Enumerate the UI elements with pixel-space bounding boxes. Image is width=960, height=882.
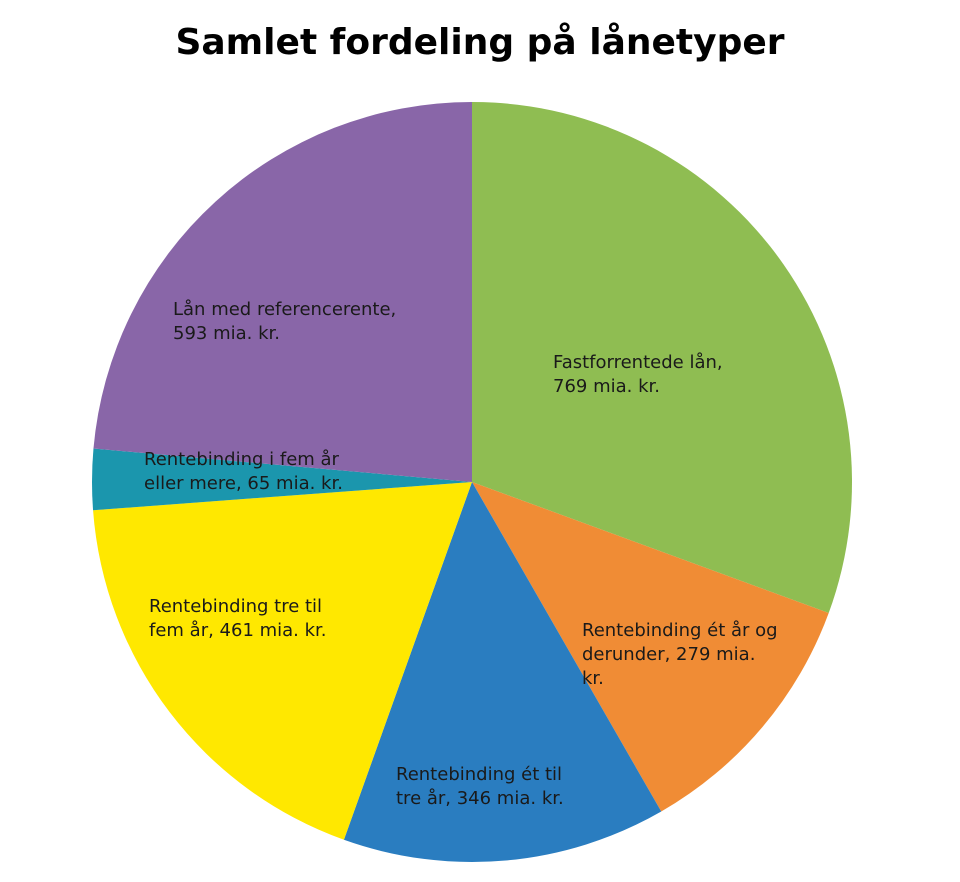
chart-title: Samlet fordeling på lånetyper	[175, 22, 785, 63]
slice-label-line: Lån med referencerente,	[173, 299, 396, 320]
slice-label-2: Rentebinding ét år og derunder, 279 mia. k…	[582, 620, 778, 689]
slice-label-line: 769 mia. kr.	[553, 376, 660, 397]
slice-label-line: Rentebinding ét til	[396, 764, 562, 785]
pie-slice-4	[93, 482, 473, 840]
pie-labels: Fastforrentede lån, 769 mia. kr. Rentebind…	[144, 299, 778, 809]
slice-label-6: Lån med referencerente, 593 mia. kr.	[173, 299, 396, 344]
slice-label-line: Fastforrentede lån,	[553, 352, 723, 373]
pie-slice-1	[472, 102, 852, 613]
slice-label-line: Rentebinding i fem år	[144, 449, 340, 470]
slice-label-3: Rentebinding ét til tre år, 346 mia. kr.	[396, 764, 564, 809]
slice-label-5: Rentebinding i fem år eller mere, 65 mia.…	[144, 449, 343, 494]
slice-label-line: Rentebinding tre til	[149, 596, 322, 617]
pie-slice-3	[343, 482, 662, 862]
pie-slice-5	[91, 448, 472, 511]
slice-label-line: eller mere, 65 mia. kr.	[144, 473, 343, 494]
slice-label-line: tre år, 346 mia. kr.	[396, 788, 564, 809]
pie-slices	[91, 101, 852, 862]
slice-label-line: derunder, 279 mia.	[582, 644, 755, 665]
slice-label-line: 593 mia. kr.	[173, 323, 280, 344]
slice-label-4: Rentebinding tre til fem år, 461 mia. kr.	[149, 596, 327, 641]
slice-label-1: Fastforrentede lån, 769 mia. kr.	[553, 352, 723, 397]
slice-label-line: kr.	[582, 668, 604, 689]
slice-label-line: Rentebinding ét år og	[582, 620, 778, 641]
slice-label-line: fem år, 461 mia. kr.	[149, 620, 327, 641]
pie-slice-2	[472, 482, 829, 812]
pie-slice-6	[93, 101, 472, 483]
